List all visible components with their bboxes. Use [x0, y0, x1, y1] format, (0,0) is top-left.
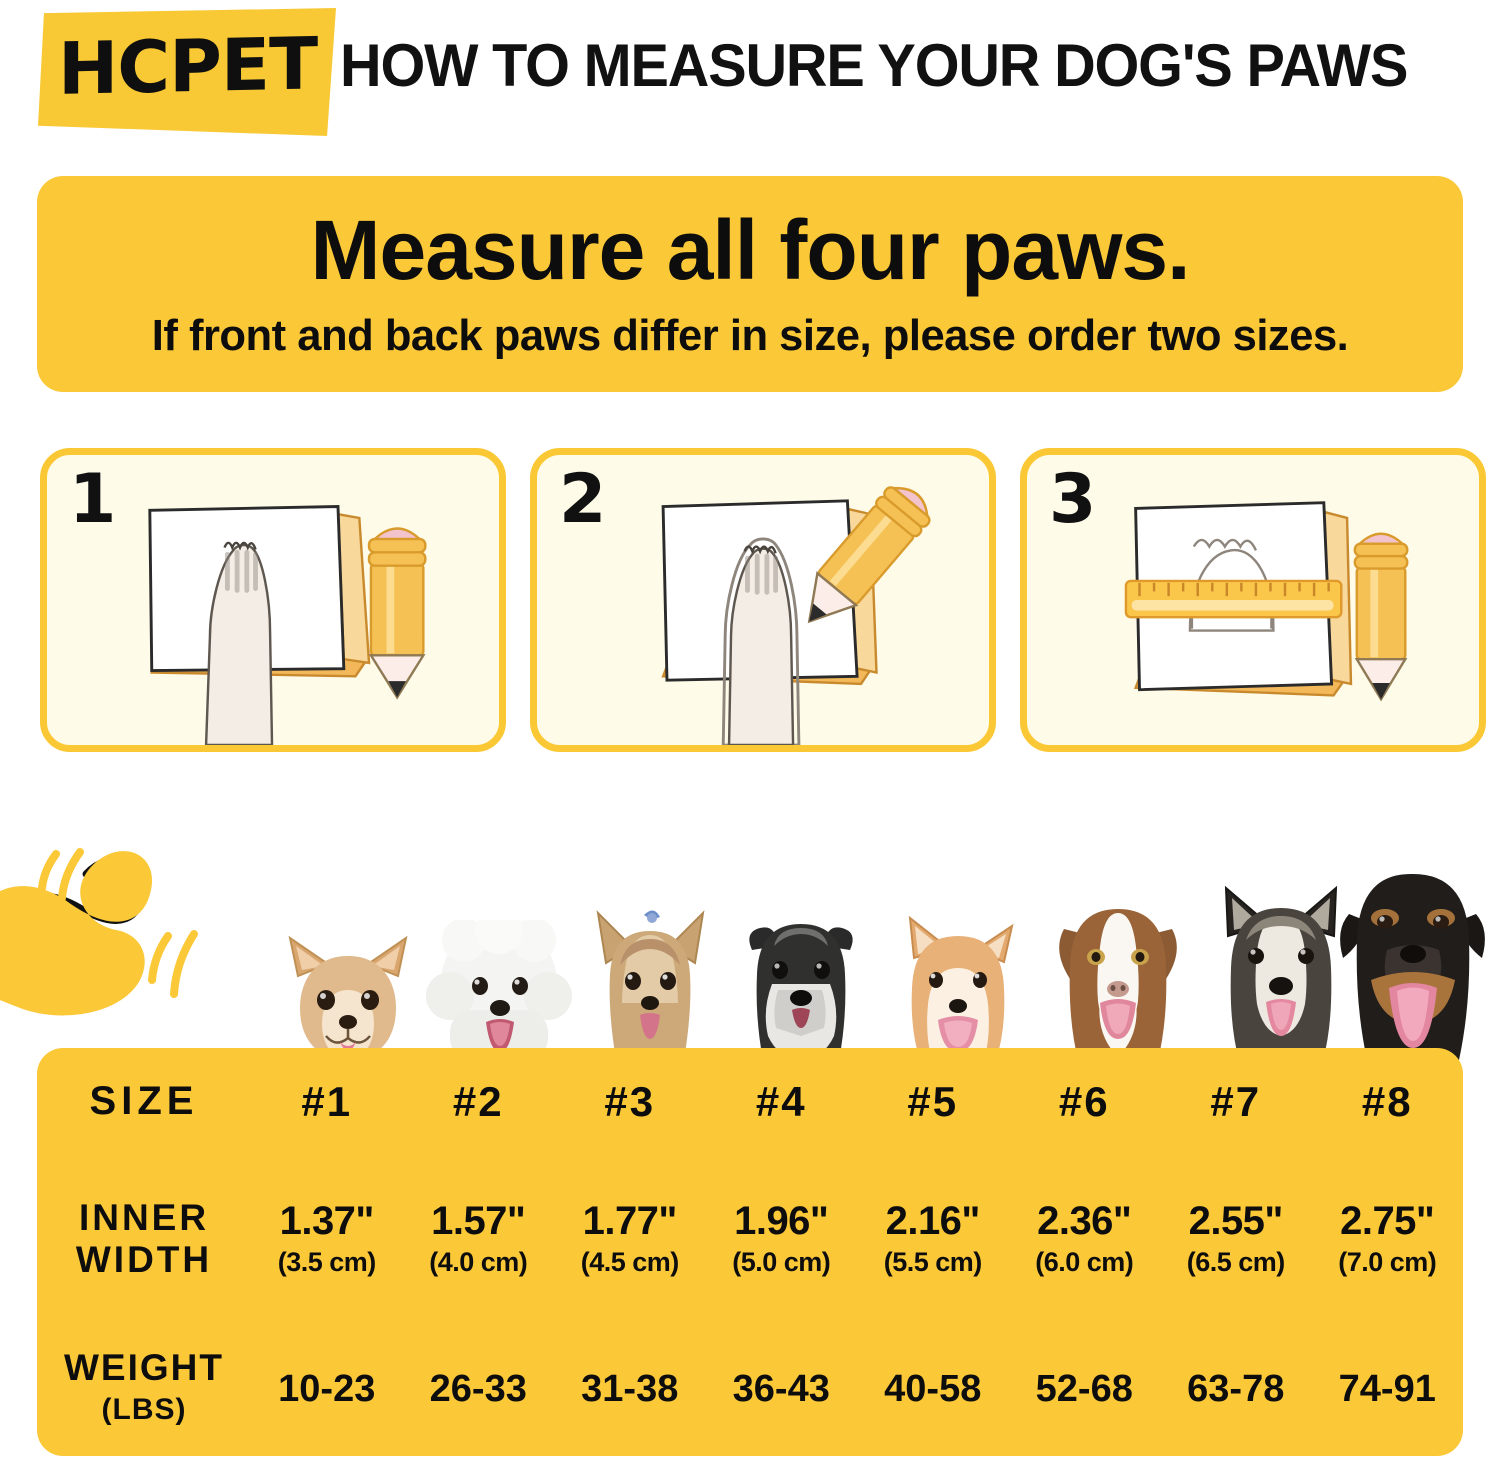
- brand-logo-badge: [38, 8, 336, 136]
- step-card-3: 3: [1020, 448, 1486, 752]
- dog-yorkshire-terrier: [596, 910, 705, 1060]
- page-header: HCPET HOW TO MEASURE YOUR DOG'S PAWS: [0, 0, 1500, 150]
- cell-width-6-cm: (6.0 cm): [1035, 1246, 1134, 1277]
- table-row-inner-width: INNER WIDTH 1.37" (3.5 cm) 1.57" (4.0 cm…: [37, 1155, 1463, 1322]
- cell-width-5-cm: (5.5 cm): [883, 1246, 983, 1277]
- cell-width-7: 2.55" (6.5 cm): [1160, 1155, 1312, 1322]
- size-chart: SIZE #1 #2 #3 #4 #5 #6 #7 #8 INNER WIDTH…: [37, 1048, 1463, 1456]
- step-card-1: 1: [40, 448, 506, 752]
- cell-width-2: 1.57" (4.0 cm): [403, 1155, 555, 1322]
- page-title: HOW TO MEASURE YOUR DOG'S PAWS: [340, 32, 1408, 99]
- cell-width-5: 2.16" (5.5 cm): [857, 1155, 1009, 1322]
- step-card-2: 2: [530, 448, 996, 752]
- cell-size-2: #2: [452, 1077, 504, 1125]
- cell-width-1: 1.37" (3.5 cm): [251, 1155, 403, 1322]
- decorative-swoosh-icon: [0, 848, 198, 1016]
- cell-weight-4: 36-43: [732, 1367, 830, 1410]
- dog-breeds-strip: [0, 820, 1500, 1060]
- cell-width-7-in: 2.55": [1188, 1198, 1284, 1243]
- cell-width-4: 1.96" (5.0 cm): [706, 1155, 858, 1322]
- row-label-weight-line1: WEIGHT: [64, 1347, 224, 1389]
- step-2-illustration: [661, 486, 931, 745]
- row-label-weight-line2: (LBS): [101, 1393, 187, 1427]
- steps-row: 1 2: [40, 448, 1490, 754]
- cell-size-3: #3: [604, 1077, 656, 1125]
- cell-width-8-cm: (7.0 cm): [1338, 1246, 1437, 1277]
- cell-size-5: #5: [907, 1077, 959, 1125]
- cell-width-4-in: 1.96": [734, 1198, 829, 1243]
- step-1-illustration: [148, 505, 427, 745]
- table-row-size: SIZE #1 #2 #3 #4 #5 #6 #7 #8: [37, 1048, 1463, 1155]
- cell-width-3-in: 1.77": [582, 1198, 678, 1243]
- cell-weight-1: 10-23: [278, 1367, 376, 1410]
- dog-chihuahua: [288, 935, 408, 1060]
- dog-rottweiler: [1340, 874, 1485, 1060]
- dog-shiba-inu: [908, 915, 1014, 1060]
- cell-width-6-in: 2.36": [1037, 1198, 1132, 1243]
- row-label-size: SIZE: [89, 1079, 199, 1124]
- cell-weight-6: 52-68: [1035, 1367, 1133, 1410]
- cell-size-6: #6: [1058, 1077, 1110, 1125]
- step-number-1: 1: [69, 460, 117, 539]
- cell-width-2-cm: (4.0 cm): [429, 1246, 528, 1277]
- cell-width-1-in: 1.37": [279, 1198, 375, 1243]
- step-number-2: 2: [559, 460, 607, 539]
- row-label-weight: WEIGHT (LBS): [37, 1322, 251, 1456]
- instruction-banner: Measure all four paws. If front and back…: [37, 176, 1463, 392]
- banner-headline: Measure all four paws.: [310, 203, 1191, 297]
- dog-schnauzer: [749, 924, 853, 1060]
- banner-subtext: If front and back paws differ in size, p…: [151, 311, 1349, 360]
- brand-logo-text: HCPET: [58, 21, 318, 111]
- cell-width-4-cm: (5.0 cm): [732, 1246, 831, 1277]
- step-3-illustration: [1124, 501, 1409, 702]
- cell-weight-3: 31-38: [581, 1367, 679, 1410]
- step-number-3: 3: [1049, 460, 1097, 539]
- cell-size-8: #8: [1361, 1077, 1413, 1125]
- cell-width-8: 2.75" (7.0 cm): [1312, 1155, 1464, 1322]
- dog-bichon-frise: [426, 920, 572, 1060]
- cell-width-3-cm: (4.5 cm): [580, 1246, 680, 1277]
- cell-weight-8: 74-91: [1338, 1367, 1436, 1410]
- cell-width-2-in: 1.57": [431, 1198, 526, 1243]
- cell-width-7-cm: (6.5 cm): [1186, 1246, 1286, 1277]
- cell-weight-2: 26-33: [429, 1367, 527, 1410]
- cell-size-1: #1: [301, 1077, 353, 1125]
- dog-alaskan-malamute: [1224, 885, 1338, 1060]
- cell-size-4: #4: [755, 1077, 807, 1125]
- row-label-inner-width-line1: INNER: [78, 1196, 210, 1238]
- row-label-inner-width-line2: WIDTH: [75, 1238, 213, 1280]
- cell-weight-7: 63-78: [1187, 1367, 1285, 1410]
- cell-width-8-in: 2.75": [1340, 1198, 1435, 1243]
- table-row-weight: WEIGHT (LBS) 10-23 26-33 31-38 36-43 40-…: [37, 1322, 1463, 1456]
- row-label-inner-width: INNER WIDTH: [37, 1155, 251, 1322]
- cell-weight-5: 40-58: [884, 1367, 982, 1410]
- cell-width-5-in: 2.16": [885, 1198, 981, 1243]
- dog-australian-shepherd: [1059, 909, 1177, 1060]
- cell-size-7: #7: [1210, 1077, 1262, 1125]
- cell-width-6: 2.36" (6.0 cm): [1009, 1155, 1161, 1322]
- cell-width-3: 1.77" (4.5 cm): [554, 1155, 706, 1322]
- cell-width-1-cm: (3.5 cm): [277, 1246, 377, 1277]
- size-chart-table: SIZE #1 #2 #3 #4 #5 #6 #7 #8 INNER WIDTH…: [37, 1048, 1463, 1456]
